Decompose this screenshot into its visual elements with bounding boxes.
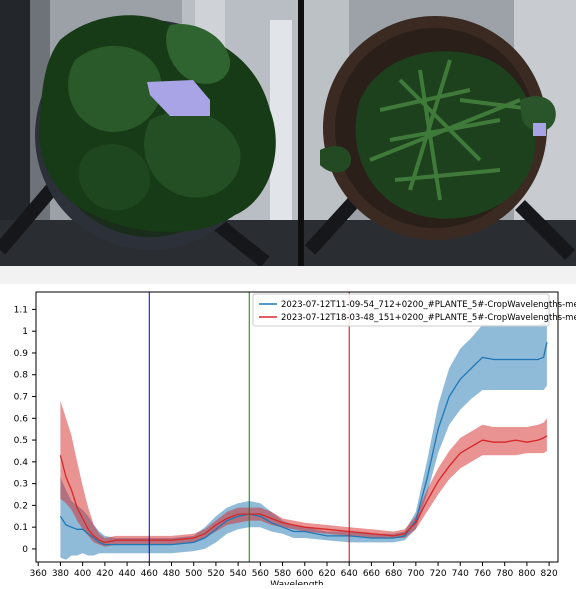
x-tick-label-440: 440: [118, 569, 135, 579]
y-tick-label-9: 0.9: [14, 349, 29, 359]
x-tick-label-420: 420: [96, 569, 113, 579]
x-tick-label-760: 760: [474, 569, 491, 579]
x-tick-label-400: 400: [74, 569, 91, 579]
x-tick-label-660: 660: [363, 569, 380, 579]
y-tick-label-7: 0.7: [14, 393, 28, 403]
y-tick-label-3: 0.3: [14, 480, 28, 490]
y-tick-label-8: 0.8: [14, 371, 29, 381]
y-tick-label-5: 0.5: [14, 436, 28, 446]
x-tick-label-520: 520: [207, 569, 224, 579]
series-band-1: [60, 400, 547, 547]
x-tick-label-780: 780: [496, 569, 513, 579]
legend: 2023-07-12T11-09-54_712+0200_#PLANTE_5#-…: [252, 293, 576, 327]
x-tick-label-640: 640: [341, 569, 358, 579]
legend-label-0: 2023-07-12T11-09-54_712+0200_#PLANTE_5#-…: [281, 300, 576, 310]
y-tick-label-6: 0.6: [14, 414, 29, 424]
chart-canvas: 360 380 400 420 440 460 480 500 520 540 560 580 600 6…: [14, 291, 576, 589]
x-tick-label-740: 740: [452, 569, 469, 579]
y-tick-label-10: 1: [22, 327, 28, 337]
y-tick-label-11: 1.1: [14, 305, 28, 315]
axes: 360 380 400 420 440 460 480 500 520 540 560 580 600 6…: [14, 291, 559, 589]
series-line-1: [59, 435, 548, 544]
spectrum-chart: 360 380 400 420 440 460 480 500 520 540 560 580 600 6…: [0, 284, 576, 589]
x-tick-label-800: 800: [518, 569, 535, 579]
y-tick-label-2: 0.2: [14, 501, 28, 511]
y-tick-label-0: 0: [22, 545, 28, 555]
x-tick-label-540: 540: [230, 569, 247, 579]
x-tick-label-580: 580: [274, 569, 291, 579]
x-tick-label-460: 460: [141, 569, 158, 579]
x-tick-label-360: 360: [30, 569, 47, 579]
x-tick-label-380: 380: [52, 569, 69, 579]
x-tick-label-500: 500: [185, 569, 202, 579]
reference-lines: [148, 292, 350, 562]
plant-photo: [0, 0, 576, 266]
legend-box: [252, 293, 550, 327]
series-lines: [59, 341, 548, 546]
y-tick-label-1: 0.1: [14, 523, 28, 533]
x-tick-label-600: 600: [296, 569, 313, 579]
x-tick-label-560: 560: [252, 569, 269, 579]
series-line-0: [59, 341, 548, 546]
plot-frame: [35, 291, 559, 563]
panel-gap: [0, 266, 576, 284]
x-tick-label-620: 620: [318, 569, 335, 579]
x-tick-label-700: 700: [407, 569, 424, 579]
x-tick-label-820: 820: [541, 569, 558, 579]
x-tick-label-680: 680: [385, 569, 402, 579]
legend-label-1: 2023-07-12T18-03-48_151+0200_#PLANTE_5#-…: [281, 313, 576, 323]
x-tick-label-720: 720: [429, 569, 446, 579]
plant-left-icon: [0, 0, 300, 266]
y-tick-label-4: 0.4: [14, 458, 29, 468]
x-tick-label-480: 480: [163, 569, 180, 579]
plant-photo-panel: [0, 0, 576, 266]
x-axis-label: Wavelength: [270, 580, 323, 585]
confidence-bands: [60, 309, 547, 560]
plant-right-icon: [304, 0, 576, 266]
